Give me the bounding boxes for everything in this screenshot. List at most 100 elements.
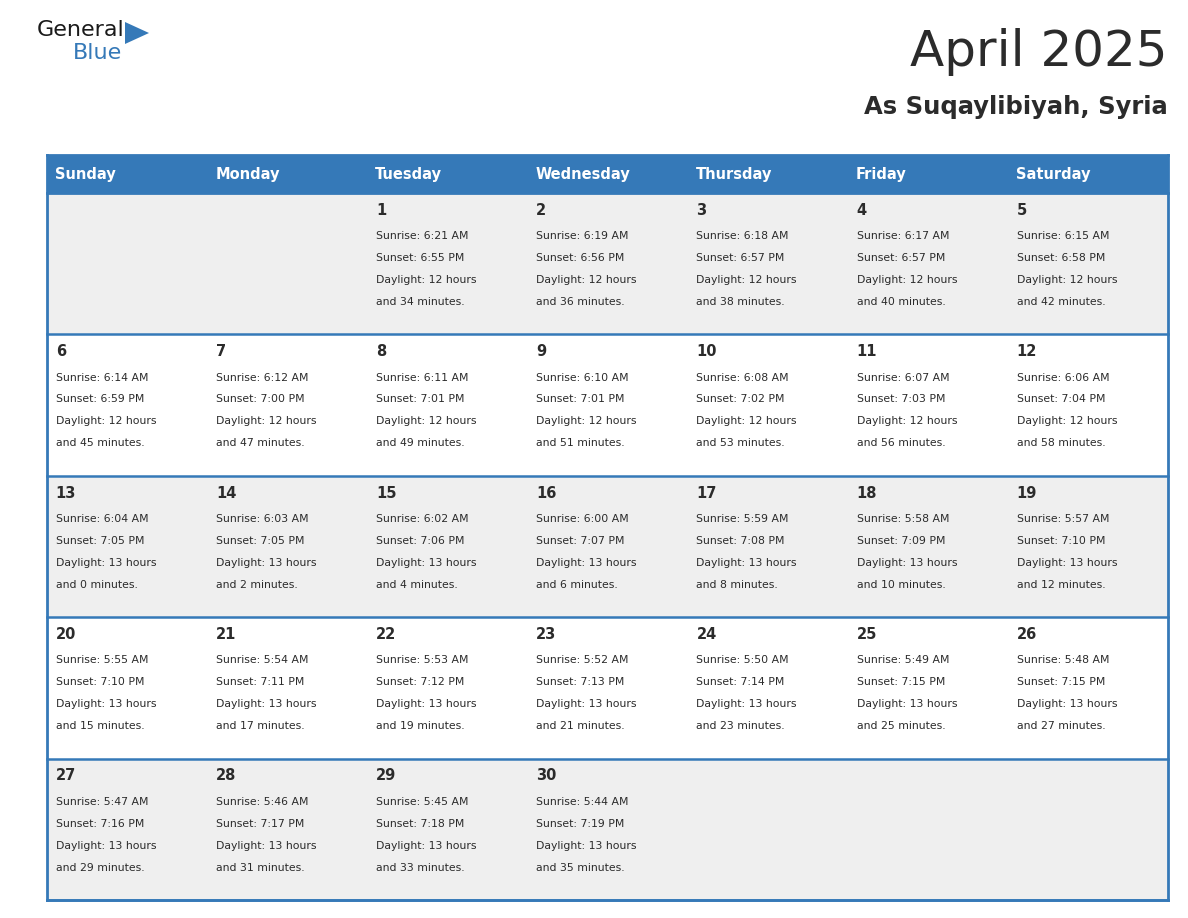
Text: Sunset: 7:09 PM: Sunset: 7:09 PM xyxy=(857,536,944,546)
Text: and 25 minutes.: and 25 minutes. xyxy=(857,722,946,731)
Text: and 4 minutes.: and 4 minutes. xyxy=(377,580,457,589)
Text: and 8 minutes.: and 8 minutes. xyxy=(696,580,778,589)
Text: 11: 11 xyxy=(857,344,877,359)
Text: Sunrise: 6:06 AM: Sunrise: 6:06 AM xyxy=(1017,373,1110,383)
Text: Sunrise: 5:46 AM: Sunrise: 5:46 AM xyxy=(216,797,309,807)
Text: Sunset: 7:05 PM: Sunset: 7:05 PM xyxy=(216,536,304,546)
Text: and 38 minutes.: and 38 minutes. xyxy=(696,297,785,307)
Text: and 40 minutes.: and 40 minutes. xyxy=(857,297,946,307)
Text: and 10 minutes.: and 10 minutes. xyxy=(857,580,946,589)
Text: Sunset: 7:12 PM: Sunset: 7:12 PM xyxy=(377,677,465,688)
Text: Sunrise: 6:08 AM: Sunrise: 6:08 AM xyxy=(696,373,789,383)
Text: Daylight: 13 hours: Daylight: 13 hours xyxy=(216,700,316,710)
Bar xyxy=(688,193,848,334)
Text: Sunrise: 5:58 AM: Sunrise: 5:58 AM xyxy=(857,514,949,524)
Text: Sunrise: 6:15 AM: Sunrise: 6:15 AM xyxy=(1017,231,1110,241)
Bar xyxy=(207,155,367,193)
Text: 3: 3 xyxy=(696,203,707,218)
Text: Sunset: 7:15 PM: Sunset: 7:15 PM xyxy=(1017,677,1105,688)
Text: and 27 minutes.: and 27 minutes. xyxy=(1017,722,1105,731)
Text: Monday: Monday xyxy=(215,166,279,182)
Text: Daylight: 13 hours: Daylight: 13 hours xyxy=(56,558,157,568)
Text: 7: 7 xyxy=(216,344,226,359)
Text: Daylight: 12 hours: Daylight: 12 hours xyxy=(377,417,476,427)
Bar xyxy=(527,617,688,758)
Text: and 56 minutes.: and 56 minutes. xyxy=(857,438,946,448)
Text: and 21 minutes.: and 21 minutes. xyxy=(536,722,625,731)
Bar xyxy=(48,193,207,334)
Text: Sunset: 7:15 PM: Sunset: 7:15 PM xyxy=(857,677,944,688)
Bar xyxy=(688,758,848,900)
Text: Sunset: 7:11 PM: Sunset: 7:11 PM xyxy=(216,677,304,688)
Text: General: General xyxy=(37,20,125,40)
Text: Daylight: 12 hours: Daylight: 12 hours xyxy=(536,417,637,427)
Text: 18: 18 xyxy=(857,486,877,500)
Text: Sunrise: 6:03 AM: Sunrise: 6:03 AM xyxy=(216,514,309,524)
Text: and 35 minutes.: and 35 minutes. xyxy=(536,863,625,872)
Text: and 0 minutes.: and 0 minutes. xyxy=(56,580,138,589)
Text: Sunrise: 5:44 AM: Sunrise: 5:44 AM xyxy=(536,797,628,807)
Bar xyxy=(1007,617,1168,758)
Text: Sunset: 7:04 PM: Sunset: 7:04 PM xyxy=(1017,395,1105,405)
Bar xyxy=(848,476,1007,617)
Text: 25: 25 xyxy=(857,627,877,642)
Text: Daylight: 13 hours: Daylight: 13 hours xyxy=(1017,558,1117,568)
Bar xyxy=(367,334,527,476)
Text: Sunset: 7:01 PM: Sunset: 7:01 PM xyxy=(377,395,465,405)
Text: Daylight: 13 hours: Daylight: 13 hours xyxy=(377,700,476,710)
Bar xyxy=(367,476,527,617)
Text: and 12 minutes.: and 12 minutes. xyxy=(1017,580,1105,589)
Bar xyxy=(48,617,207,758)
Text: Daylight: 13 hours: Daylight: 13 hours xyxy=(857,700,958,710)
Text: Sunrise: 5:52 AM: Sunrise: 5:52 AM xyxy=(536,655,628,666)
Text: Sunset: 7:10 PM: Sunset: 7:10 PM xyxy=(1017,536,1105,546)
Text: and 42 minutes.: and 42 minutes. xyxy=(1017,297,1105,307)
Bar xyxy=(367,617,527,758)
Text: and 17 minutes.: and 17 minutes. xyxy=(216,722,304,731)
Text: Sunset: 7:17 PM: Sunset: 7:17 PM xyxy=(216,819,304,829)
Text: Sunrise: 5:50 AM: Sunrise: 5:50 AM xyxy=(696,655,789,666)
Text: 2: 2 xyxy=(536,203,546,218)
Text: Sunrise: 5:49 AM: Sunrise: 5:49 AM xyxy=(857,655,949,666)
Text: 5: 5 xyxy=(1017,203,1026,218)
Text: Daylight: 12 hours: Daylight: 12 hours xyxy=(696,275,797,285)
Bar xyxy=(207,617,367,758)
Text: 26: 26 xyxy=(1017,627,1037,642)
Bar xyxy=(848,617,1007,758)
Text: 20: 20 xyxy=(56,627,76,642)
Text: Sunrise: 6:21 AM: Sunrise: 6:21 AM xyxy=(377,231,468,241)
Text: Sunrise: 5:54 AM: Sunrise: 5:54 AM xyxy=(216,655,309,666)
Text: 16: 16 xyxy=(536,486,557,500)
Text: Daylight: 13 hours: Daylight: 13 hours xyxy=(377,841,476,851)
Bar xyxy=(688,476,848,617)
Text: Sunrise: 5:48 AM: Sunrise: 5:48 AM xyxy=(1017,655,1110,666)
Text: and 29 minutes.: and 29 minutes. xyxy=(56,863,145,872)
Text: Sunrise: 6:02 AM: Sunrise: 6:02 AM xyxy=(377,514,469,524)
Bar xyxy=(848,334,1007,476)
Text: Daylight: 13 hours: Daylight: 13 hours xyxy=(696,558,797,568)
Text: As Suqaylibiyah, Syria: As Suqaylibiyah, Syria xyxy=(864,95,1168,119)
Text: 17: 17 xyxy=(696,486,716,500)
Bar xyxy=(527,334,688,476)
Bar xyxy=(688,617,848,758)
Text: and 19 minutes.: and 19 minutes. xyxy=(377,722,465,731)
Bar xyxy=(367,155,527,193)
Text: Friday: Friday xyxy=(855,166,906,182)
Bar xyxy=(48,476,207,617)
Text: Sunrise: 6:12 AM: Sunrise: 6:12 AM xyxy=(216,373,309,383)
Text: Sunrise: 6:11 AM: Sunrise: 6:11 AM xyxy=(377,373,468,383)
Text: Sunrise: 6:18 AM: Sunrise: 6:18 AM xyxy=(696,231,789,241)
Text: Sunset: 7:02 PM: Sunset: 7:02 PM xyxy=(696,395,785,405)
Bar xyxy=(48,334,207,476)
Text: Sunset: 7:07 PM: Sunset: 7:07 PM xyxy=(536,536,625,546)
Text: Daylight: 12 hours: Daylight: 12 hours xyxy=(857,275,958,285)
Bar xyxy=(48,758,207,900)
Text: Daylight: 13 hours: Daylight: 13 hours xyxy=(536,841,637,851)
Text: Daylight: 13 hours: Daylight: 13 hours xyxy=(857,558,958,568)
Text: Daylight: 13 hours: Daylight: 13 hours xyxy=(56,700,157,710)
Text: Daylight: 12 hours: Daylight: 12 hours xyxy=(696,417,797,427)
Text: 14: 14 xyxy=(216,486,236,500)
Bar xyxy=(848,758,1007,900)
Text: 19: 19 xyxy=(1017,486,1037,500)
Text: and 51 minutes.: and 51 minutes. xyxy=(536,438,625,448)
